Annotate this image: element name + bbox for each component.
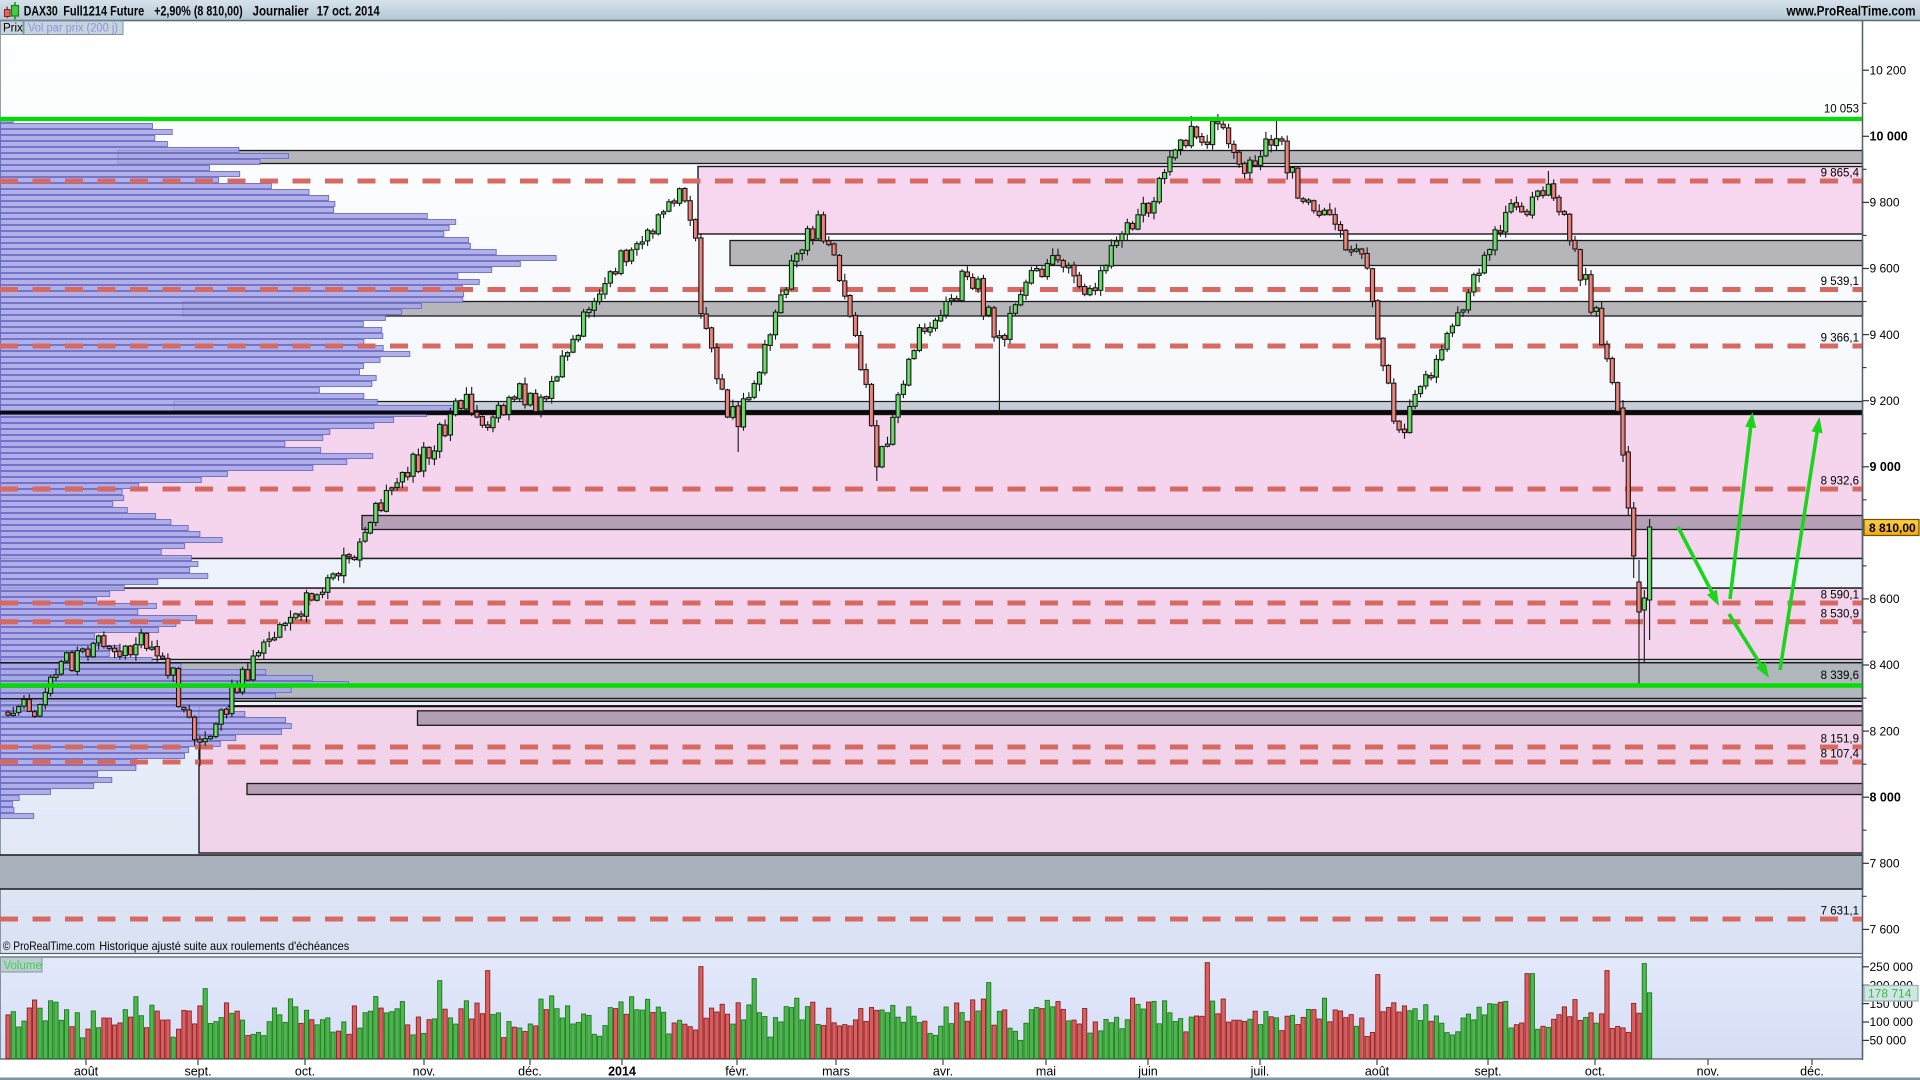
- svg-text:© ProRealTime.com: © ProRealTime.com: [3, 939, 95, 953]
- svg-text:Prix: Prix: [3, 23, 23, 35]
- svg-text:8 107,4: 8 107,4: [1821, 749, 1860, 761]
- svg-text:8 810,00: 8 810,00: [1869, 521, 1916, 535]
- svg-text:Historique ajusté suite aux ro: Historique ajusté suite aux roulements d…: [99, 939, 349, 953]
- svg-text:www.ProRealTime.com: www.ProRealTime.com: [1786, 4, 1916, 19]
- svg-text:déc.: déc.: [518, 1065, 542, 1079]
- svg-text:Volume: Volume: [4, 960, 42, 972]
- svg-text:9 000: 9 000: [1870, 460, 1901, 474]
- svg-text:DAX30: DAX30: [24, 4, 58, 19]
- svg-text:Vol par prix (200 j): Vol par prix (200 j): [28, 23, 118, 35]
- svg-text:juin: juin: [1137, 1065, 1158, 1079]
- svg-text:8 000: 8 000: [1870, 790, 1901, 804]
- svg-text:10 000: 10 000: [1870, 130, 1908, 144]
- svg-text:250 000: 250 000: [1870, 960, 1914, 974]
- svg-text:mai: mai: [1036, 1065, 1056, 1079]
- svg-text:+2,90% (8 810,00): +2,90% (8 810,00): [154, 4, 243, 19]
- svg-text:7 631,1: 7 631,1: [1821, 906, 1859, 918]
- svg-text:8 151,9: 8 151,9: [1821, 734, 1859, 746]
- svg-text:Journalier: Journalier: [253, 4, 310, 19]
- svg-text:août: août: [74, 1065, 99, 1079]
- svg-text:juil.: juil.: [1250, 1065, 1270, 1079]
- svg-text:oct.: oct.: [1585, 1065, 1605, 1079]
- svg-text:9 400: 9 400: [1870, 328, 1900, 342]
- svg-text:sept.: sept.: [1474, 1065, 1501, 1079]
- svg-text:nov.: nov.: [1697, 1065, 1720, 1079]
- svg-text:8 339,6: 8 339,6: [1821, 670, 1859, 682]
- svg-text:sept.: sept.: [184, 1065, 211, 1079]
- svg-text:7 800: 7 800: [1870, 857, 1900, 871]
- svg-text:10 053: 10 053: [1824, 104, 1859, 116]
- svg-text:8 590,1: 8 590,1: [1821, 590, 1859, 602]
- svg-text:avr.: avr.: [933, 1065, 953, 1079]
- svg-text:oct.: oct.: [295, 1065, 315, 1079]
- svg-text:nov.: nov.: [413, 1065, 436, 1079]
- svg-text:févr.: févr.: [725, 1065, 749, 1079]
- svg-text:8 400: 8 400: [1870, 658, 1900, 672]
- svg-text:9 600: 9 600: [1870, 262, 1900, 276]
- svg-text:août: août: [1365, 1065, 1390, 1079]
- svg-text:9 800: 9 800: [1870, 196, 1900, 210]
- svg-text:8 600: 8 600: [1870, 592, 1900, 606]
- svg-text:8 530,9: 8 530,9: [1821, 608, 1859, 620]
- svg-text:2014: 2014: [608, 1065, 636, 1079]
- svg-text:8 200: 8 200: [1870, 724, 1900, 738]
- svg-text:déc.: déc.: [1800, 1065, 1824, 1079]
- svg-text:8 932,6: 8 932,6: [1821, 476, 1859, 488]
- svg-text:178 714: 178 714: [1868, 987, 1912, 1001]
- svg-text:9 366,1: 9 366,1: [1821, 333, 1859, 345]
- svg-text:mars: mars: [822, 1065, 850, 1079]
- svg-text:17 oct. 2014: 17 oct. 2014: [317, 4, 380, 19]
- svg-text:100 000: 100 000: [1870, 1015, 1914, 1029]
- svg-text:9 539,1: 9 539,1: [1821, 276, 1859, 288]
- svg-text:9 865,4: 9 865,4: [1821, 168, 1860, 180]
- svg-text:9 200: 9 200: [1870, 394, 1900, 408]
- svg-text:10 200: 10 200: [1870, 63, 1907, 77]
- svg-text:Full1214 Future: Full1214 Future: [63, 4, 144, 19]
- svg-text:50 000: 50 000: [1870, 1034, 1907, 1048]
- svg-text:7 600: 7 600: [1870, 923, 1900, 937]
